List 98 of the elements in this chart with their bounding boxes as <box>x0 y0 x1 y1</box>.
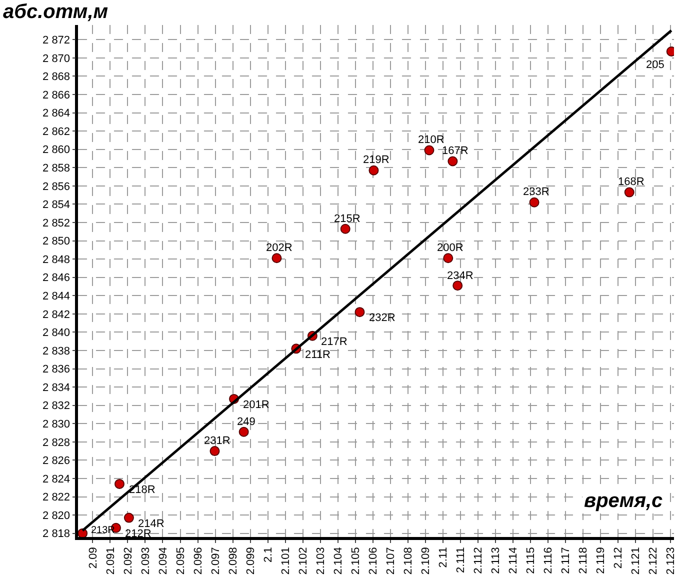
y-tick-label: 2 848 <box>42 254 70 266</box>
x-tick-label: 2.092 <box>122 547 134 575</box>
y-tick-label: 2 822 <box>42 492 70 504</box>
annotation: 200R <box>437 242 464 254</box>
annotation: 232R <box>369 312 396 324</box>
x-tick-label: 2.102 <box>297 547 310 575</box>
x-tick-label: 2.12 <box>612 547 625 569</box>
y-tick-label: 2 830 <box>42 418 70 430</box>
x-tick-label: 2.108 <box>402 547 414 575</box>
point <box>340 224 350 234</box>
x-tick-label: 2.109 <box>420 547 432 575</box>
x-axis-title: время,с <box>584 490 663 512</box>
y-tick-label: 2 858 <box>42 162 70 174</box>
y-tick-label: 2 826 <box>42 455 70 468</box>
y-tick-label: 2 844 <box>42 290 70 302</box>
y-tick-label: 2 854 <box>42 199 70 212</box>
y-tick-label: 2 860 <box>42 144 70 156</box>
x-tick-label: 2.11 <box>437 547 450 568</box>
y-tick-label: 2 852 <box>42 217 70 230</box>
y-tick-label: 2 818 <box>42 528 70 540</box>
annotation: 249 <box>237 416 256 428</box>
x-tick-label: 2.1 <box>262 547 274 562</box>
annotation: 233R <box>523 186 550 198</box>
annotation: 202R <box>266 242 292 254</box>
x-tick-label: 2.122 <box>648 547 660 575</box>
y-tick-label: 2 840 <box>42 327 70 340</box>
point <box>238 426 249 437</box>
annotation: 214R <box>138 518 164 530</box>
x-tick-label: 2.094 <box>157 547 170 575</box>
x-tick-label: 2.09 <box>87 547 100 569</box>
point <box>529 197 540 208</box>
y-tick-label: 2 856 <box>42 180 70 193</box>
x-tick-label: 2.117 <box>560 547 572 574</box>
y-tick-label: 2 842 <box>42 308 70 321</box>
point <box>272 253 282 264</box>
annotation: 167R <box>442 145 468 157</box>
x-tick-label: 2.106 <box>367 547 380 575</box>
y-tick-label: 2 824 <box>42 473 70 486</box>
x-tick-label: 2.119 <box>595 547 608 574</box>
y-axis-title: абс.отм,м <box>3 1 108 23</box>
x-tick-label: 2.114 <box>507 547 520 574</box>
y-tick-label: 2 870 <box>42 52 70 65</box>
annotation: 231R <box>204 435 230 447</box>
x-tick-label: 2.095 <box>174 547 187 575</box>
x-tick-label: 2.098 <box>227 547 240 575</box>
y-tick-label: 2 864 <box>42 108 70 120</box>
point <box>368 165 379 176</box>
annotation: 213R <box>91 525 115 536</box>
point <box>624 187 634 198</box>
x-tick-label: 2.101 <box>280 547 292 575</box>
y-tick-label: 2 872 <box>42 34 70 46</box>
x-tick-label: 2.112 <box>472 547 484 574</box>
y-tick-label: 2 862 <box>42 126 70 138</box>
annotation: 201R <box>243 399 270 411</box>
y-tick-label: 2 866 <box>42 89 70 102</box>
annotation: 210R <box>418 134 444 146</box>
y-tick-label: 2 850 <box>42 236 70 248</box>
point <box>443 253 454 264</box>
y-tick-label: 2 828 <box>42 436 70 449</box>
point <box>114 478 124 489</box>
y-tick-label: 2 838 <box>42 345 70 358</box>
x-tick-label: 2.105 <box>350 547 362 575</box>
y-tick-label: 2 846 <box>42 272 70 284</box>
y-tick-label: 2 820 <box>42 510 70 522</box>
x-tick-label: 2.096 <box>192 547 204 575</box>
point <box>210 446 220 456</box>
y-tick-label: 2 868 <box>42 71 70 84</box>
annotation: 168R <box>618 176 644 188</box>
x-tick-label: 2.103 <box>314 547 327 575</box>
annotation: 219R <box>363 154 390 166</box>
x-tick-label: 2.107 <box>384 547 397 575</box>
x-tick-label: 2.111 <box>454 547 467 574</box>
x-tick-label: 2.091 <box>104 547 117 575</box>
x-tick-label: 2.104 <box>332 547 344 575</box>
x-tick-label: 2.118 <box>578 547 590 574</box>
x-tick-label: 2.123 <box>665 547 678 575</box>
y-tick-label: 2 832 <box>42 400 70 412</box>
annotation: 234R <box>447 270 474 282</box>
annotation: 205 <box>646 59 664 71</box>
x-tick-label: 2.121 <box>630 547 642 575</box>
x-tick-label: 2.115 <box>525 547 538 574</box>
point <box>448 156 458 166</box>
annotation: 211R <box>305 349 331 361</box>
y-tick-label: 2 834 <box>42 382 70 394</box>
y-tick-label: 2 836 <box>42 364 70 376</box>
point <box>354 307 365 318</box>
x-tick-label: 2.116 <box>542 547 555 574</box>
annotation: 217R <box>321 336 348 348</box>
point <box>452 280 463 291</box>
x-tick-label: 2.099 <box>244 547 257 575</box>
point <box>124 512 134 523</box>
x-tick-label: 2.113 <box>490 547 502 574</box>
annotation: 212R <box>125 528 152 540</box>
point <box>78 528 88 537</box>
point <box>424 145 434 156</box>
x-tick-label: 2.097 <box>210 547 222 575</box>
x-tick-label: 2.093 <box>140 547 152 575</box>
annotation: 215R <box>334 213 360 225</box>
